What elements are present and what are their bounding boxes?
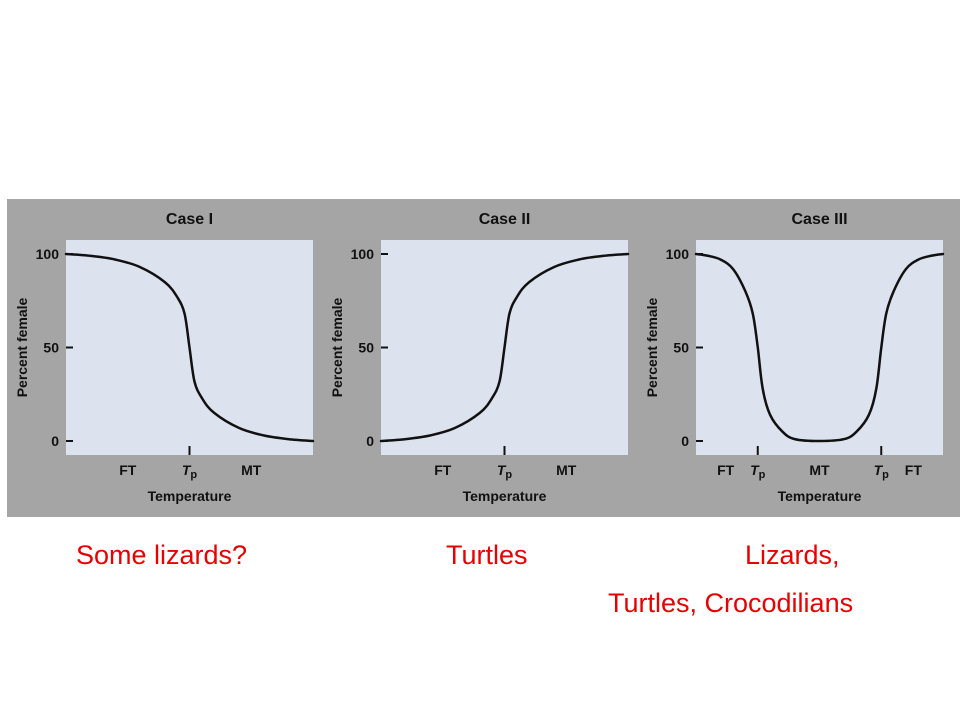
plot-area-3 (696, 240, 943, 455)
curve-2-0 (379, 252, 630, 443)
chart-title-1: Case I (166, 211, 213, 228)
figure-panel: Case I 0 50 100 Percent female FT Tp MT Temperat… (7, 199, 960, 517)
curve-1-0 (64, 252, 315, 443)
x-axis-label-2: Temperature (463, 488, 547, 504)
x-tick-label-1-2: MT (241, 462, 262, 478)
y-tick-label-1-100: 100 (36, 246, 60, 262)
x-axis-label-1: Temperature (148, 488, 232, 504)
x-tick-label-2-1: Tp (497, 462, 513, 481)
caption-case-1: Some lizards? (76, 540, 248, 570)
charts-svg: Case I 0 50 100 Percent female FT Tp MT Temperat… (14, 211, 945, 504)
y-tick-label-3-100: 100 (666, 246, 690, 262)
y-tick-label-2-100: 100 (351, 246, 375, 262)
x-tick-label-3-0: FT (717, 462, 735, 478)
y-tick-label-2-50: 50 (358, 340, 374, 356)
curve-3-0 (694, 252, 945, 443)
x-tick-label-3-1: Tp (750, 462, 766, 481)
caption-case-3-line2: Turtles, Crocodilians (608, 588, 854, 618)
y-tick-label-3-50: 50 (673, 340, 689, 356)
y-axis-label-2: Percent female (329, 297, 345, 397)
y-axis-label-3: Percent female (644, 297, 660, 397)
caption-case-2: Turtles (446, 540, 528, 570)
x-tick-label-3-2: MT (809, 462, 830, 478)
x-tick-label-3-3: Tp (874, 462, 890, 481)
x-tick-label-1-1: Tp (182, 462, 198, 481)
chart-title-3: Case III (791, 211, 847, 228)
chart-title-2: Case II (479, 211, 531, 228)
x-tick-label-2-2: MT (556, 462, 577, 478)
y-tick-label-2-0: 0 (366, 433, 374, 449)
x-tick-label-1-0: FT (119, 462, 137, 478)
y-tick-label-1-50: 50 (43, 340, 59, 356)
x-tick-label-2-0: FT (434, 462, 452, 478)
x-axis-label-3: Temperature (778, 488, 862, 504)
caption-case-3-line1: Lizards, (745, 540, 840, 570)
x-tick-label-3-4: FT (905, 462, 923, 478)
y-tick-label-3-0: 0 (681, 433, 689, 449)
y-tick-label-1-0: 0 (51, 433, 59, 449)
y-axis-label-1: Percent female (14, 297, 30, 397)
